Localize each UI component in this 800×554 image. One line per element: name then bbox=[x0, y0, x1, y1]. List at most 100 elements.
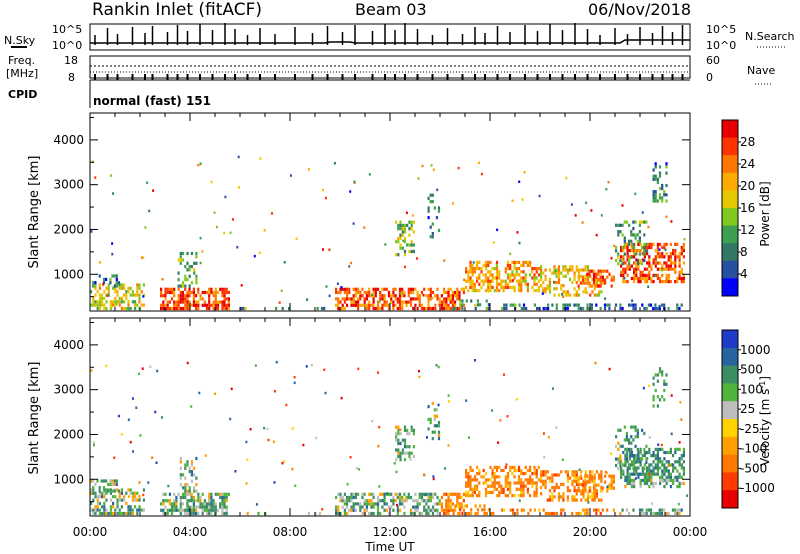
heat-cell bbox=[542, 473, 545, 477]
heat-cell bbox=[115, 479, 118, 483]
heat-cell bbox=[522, 487, 525, 491]
heat-cell bbox=[678, 306, 681, 311]
heat-speckle bbox=[322, 248, 324, 251]
heat-cell bbox=[221, 511, 224, 516]
heat-cell bbox=[682, 460, 685, 464]
heat-cell bbox=[90, 508, 93, 512]
heat-cell bbox=[663, 190, 666, 194]
heat-cell bbox=[656, 463, 659, 467]
heat-cell bbox=[622, 267, 625, 271]
heat-cell bbox=[513, 468, 516, 473]
heat-cell bbox=[414, 508, 417, 512]
heat-cell bbox=[120, 286, 123, 290]
heat-speckle bbox=[210, 180, 213, 184]
heat-cell bbox=[589, 470, 592, 474]
heat-cell bbox=[166, 303, 169, 307]
heat-cell bbox=[201, 290, 204, 295]
heat-cell bbox=[619, 306, 622, 311]
heat-cell bbox=[522, 490, 525, 494]
heat-cell bbox=[162, 303, 165, 307]
heat-cell bbox=[115, 284, 118, 288]
heat-cell bbox=[476, 511, 479, 516]
heat-cell bbox=[595, 470, 598, 474]
heat-cell bbox=[555, 485, 558, 490]
heat-cell bbox=[628, 463, 631, 468]
heat-cell bbox=[638, 220, 641, 224]
heat-cell bbox=[630, 481, 633, 486]
heat-cell bbox=[423, 505, 426, 509]
heat-cell bbox=[476, 303, 479, 307]
heat-cell bbox=[500, 282, 503, 286]
heat-cell bbox=[622, 276, 625, 281]
heat-cell bbox=[648, 447, 651, 451]
heat-cell bbox=[569, 476, 572, 480]
heat-cell bbox=[190, 479, 193, 483]
heat-cell bbox=[429, 287, 432, 291]
heat-cell bbox=[571, 495, 574, 499]
heat-cell bbox=[586, 303, 589, 307]
heat-cell bbox=[571, 268, 574, 272]
heat-cell bbox=[579, 306, 582, 311]
heat-cell bbox=[462, 508, 465, 512]
heat-cell bbox=[606, 303, 609, 307]
heat-cell bbox=[418, 303, 421, 307]
heat-cell bbox=[626, 472, 629, 476]
heat-cell bbox=[549, 511, 552, 516]
heat-cell bbox=[116, 290, 119, 294]
heat-cell bbox=[650, 475, 653, 479]
heat-cell bbox=[335, 505, 338, 509]
heat-cell bbox=[92, 281, 95, 285]
heat-cell bbox=[591, 470, 594, 474]
heat-cell bbox=[669, 447, 672, 451]
heat-cell bbox=[111, 479, 114, 483]
heat-cell bbox=[542, 470, 545, 474]
heat-cell bbox=[599, 477, 602, 481]
heat-cell bbox=[385, 287, 388, 291]
heat-cell bbox=[431, 232, 434, 236]
heat-speckle bbox=[112, 192, 115, 195]
heat-cell bbox=[674, 280, 677, 284]
heat-cell bbox=[203, 290, 206, 295]
heat-cell bbox=[669, 261, 672, 265]
heat-cell bbox=[513, 289, 516, 293]
heat-cell bbox=[420, 495, 424, 500]
heat-speckle bbox=[349, 456, 352, 459]
heat-cell bbox=[548, 277, 552, 281]
heat-cell bbox=[584, 474, 587, 478]
heat-speckle bbox=[607, 181, 610, 184]
heat-speckle bbox=[363, 226, 366, 229]
heat-cell bbox=[624, 447, 627, 451]
heat-cell bbox=[164, 499, 167, 503]
heat-cell bbox=[678, 511, 681, 516]
heat-cell bbox=[526, 468, 529, 473]
heat-cell bbox=[168, 300, 171, 304]
heat-cell bbox=[399, 223, 402, 227]
heat-cell bbox=[449, 306, 452, 311]
heat-cell bbox=[504, 481, 507, 485]
heat-cell bbox=[113, 274, 116, 278]
heat-cell bbox=[656, 511, 659, 516]
heat-cell bbox=[663, 478, 666, 482]
heat-cell bbox=[399, 451, 402, 455]
heat-cell bbox=[465, 504, 468, 508]
heat-cell bbox=[591, 492, 594, 496]
heat-cell bbox=[225, 505, 228, 509]
heat-cell bbox=[120, 511, 123, 516]
heat-cell bbox=[186, 294, 189, 298]
heat-cell bbox=[443, 300, 446, 304]
heat-cell bbox=[219, 495, 222, 500]
heat-cell bbox=[646, 267, 649, 271]
heat-cell bbox=[511, 465, 514, 469]
heat-cell bbox=[337, 508, 340, 512]
heat-speckle bbox=[113, 456, 116, 459]
heat-speckle bbox=[426, 436, 428, 439]
heat-cell bbox=[460, 502, 463, 506]
heat-cell bbox=[461, 299, 464, 303]
heat-cell bbox=[469, 484, 472, 488]
heat-cell bbox=[634, 425, 637, 429]
heat-cell bbox=[390, 294, 393, 298]
heat-cell bbox=[604, 269, 607, 273]
heat-cell bbox=[127, 505, 130, 509]
ytick-label: 2000 bbox=[53, 427, 84, 441]
heat-cell bbox=[620, 472, 623, 476]
